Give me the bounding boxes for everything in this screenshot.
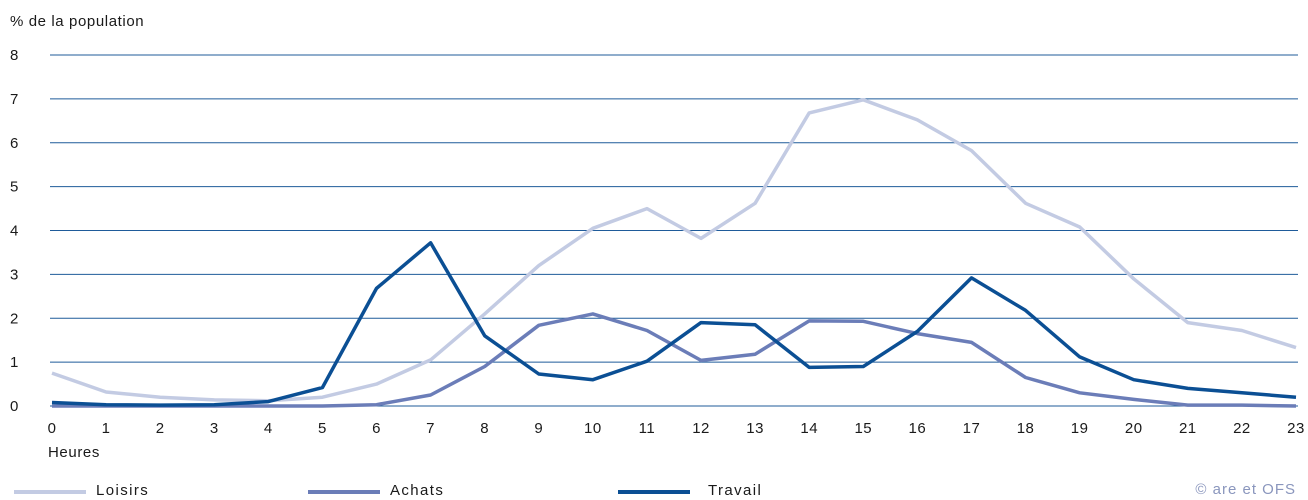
- x-tick-label-17: 17: [963, 420, 981, 437]
- x-tick-label-7: 7: [426, 420, 435, 437]
- x-tick-label-16: 16: [909, 420, 927, 437]
- y-tick-label-0: 0: [10, 398, 19, 415]
- legend-swatch-loisirs: [14, 490, 86, 494]
- x-tick-label-6: 6: [372, 420, 381, 437]
- x-tick-label-22: 22: [1233, 420, 1251, 437]
- series-line-loisirs: [51, 98, 1297, 403]
- x-tick-label-8: 8: [480, 420, 489, 437]
- x-axis-label: Heures: [48, 444, 100, 461]
- series-lines: [51, 98, 1297, 408]
- source-credit: © are et OFS: [1195, 481, 1296, 498]
- x-tick-label-11: 11: [639, 420, 656, 437]
- y-axis-ticks: 0 1 2 3 4 5 6 7 8: [10, 47, 19, 415]
- x-tick-label-3: 3: [210, 420, 219, 437]
- legend-swatch-travail: [618, 490, 690, 494]
- legend-label-loisirs: Loisirs: [96, 482, 150, 499]
- y-tick-label-6: 6: [10, 135, 19, 152]
- x-tick-label-0: 0: [48, 420, 57, 437]
- x-tick-label-4: 4: [264, 420, 273, 437]
- x-tick-label-12: 12: [692, 420, 710, 437]
- y-tick-label-8: 8: [10, 47, 19, 64]
- x-tick-label-10: 10: [584, 420, 602, 437]
- x-tick-label-23: 23: [1287, 420, 1305, 437]
- x-tick-label-13: 13: [746, 420, 764, 437]
- grid-lines: [50, 54, 1298, 407]
- legend-label-travail: Travail: [708, 482, 763, 499]
- x-tick-label-5: 5: [318, 420, 327, 437]
- y-tick-label-3: 3: [10, 266, 19, 283]
- legend-swatch-achats: [308, 490, 380, 494]
- x-tick-label-19: 19: [1071, 420, 1089, 437]
- y-tick-label-4: 4: [10, 223, 19, 240]
- y-tick-label-2: 2: [10, 310, 19, 327]
- y-tick-label-5: 5: [10, 179, 19, 196]
- y-tick-label-7: 7: [10, 91, 19, 108]
- y-tick-label-1: 1: [10, 354, 19, 371]
- x-tick-label-15: 15: [854, 420, 872, 437]
- x-tick-label-18: 18: [1017, 420, 1035, 437]
- series-line-travail: [51, 241, 1297, 407]
- legend-label-achats: Achats: [390, 482, 445, 499]
- x-tick-label-1: 1: [102, 420, 111, 437]
- x-tick-label-20: 20: [1125, 420, 1143, 437]
- x-axis-ticks: 0 1 2 3 4 5 6 7 8 9 10 11 12 13 14 15 16 17 18 19 20 21 22 23: [48, 420, 1305, 437]
- x-tick-label-2: 2: [156, 420, 165, 437]
- x-tick-label-14: 14: [800, 420, 818, 437]
- x-tick-label-9: 9: [534, 420, 543, 437]
- series-line-achats: [52, 312, 1297, 408]
- x-tick-label-21: 21: [1179, 420, 1197, 437]
- y-axis-label: % de la population: [10, 13, 145, 30]
